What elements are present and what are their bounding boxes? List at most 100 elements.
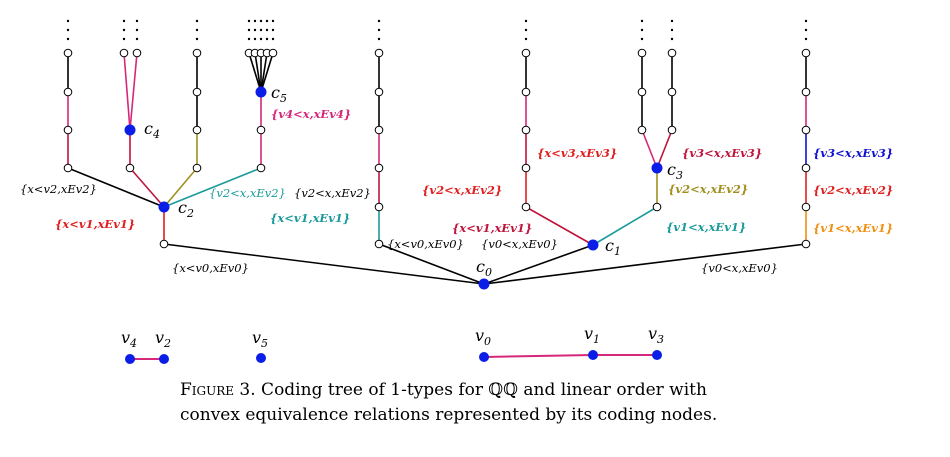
- node-label-c1: c1: [605, 236, 621, 258]
- point-label-v2: v2: [155, 328, 171, 350]
- continuation-dot: [66, 19, 70, 23]
- tree-edge: [129, 167, 165, 208]
- node-label-c0: c0: [476, 257, 492, 279]
- continuation-dot: [265, 37, 269, 41]
- node-label-c2: c2: [178, 198, 194, 220]
- tree-node: [801, 125, 811, 135]
- tree-edge: [641, 129, 658, 169]
- label-v2-lt-x-olive: {v2<x,xEv2}: [668, 182, 748, 196]
- tree-node: [801, 202, 811, 212]
- tree-node: [132, 48, 142, 58]
- tree-node: [192, 48, 202, 58]
- tree-edges: [67, 52, 807, 285]
- node-label-c3: c3: [667, 160, 683, 182]
- tree-edge: [592, 206, 658, 246]
- tree-node: [637, 48, 647, 58]
- tree-node: [268, 48, 278, 58]
- tree-node: [159, 239, 169, 249]
- continuation-dots: [66, 19, 808, 41]
- tree-edge: [248, 52, 262, 93]
- continuation-dot: [271, 28, 275, 32]
- tree-edge: [129, 52, 138, 131]
- tree-node: [63, 125, 73, 135]
- continuation-dot: [524, 28, 528, 32]
- tree-node: [63, 163, 73, 173]
- edge-root-left: [163, 243, 485, 285]
- tree-edge: [163, 167, 198, 208]
- label-x-lt-v0-mid: {x<v0,xEv0}: [387, 237, 464, 251]
- continuation-dot: [377, 19, 381, 23]
- coding-node-c0: [478, 278, 490, 290]
- tree-edge: [260, 52, 274, 93]
- node-label-c5: c5: [271, 83, 287, 105]
- point-label-v1: v1: [584, 324, 600, 346]
- continuation-dot: [804, 28, 808, 32]
- tree-node: [667, 48, 677, 58]
- tree-node: [374, 125, 384, 135]
- tree-node: [374, 87, 384, 97]
- node-label-c4: c4: [144, 119, 160, 141]
- coding-node-c3: [651, 162, 663, 174]
- continuation-dot: [377, 28, 381, 32]
- tree-node: [256, 163, 266, 173]
- tree-node: [667, 125, 677, 135]
- tree-node: [652, 202, 662, 212]
- continuation-dot: [122, 28, 126, 32]
- coding-node-c5: [255, 86, 267, 98]
- tree-edge: [163, 167, 262, 208]
- point-v3: [652, 350, 662, 360]
- label-v4-lt-x: {v4<x,xEv4}: [271, 107, 351, 121]
- tree-edge: [260, 52, 268, 93]
- continuation-dot: [670, 28, 674, 32]
- continuation-dot: [271, 37, 275, 41]
- continuation-dot: [122, 37, 126, 41]
- label-x-lt-v1-crimson: {x<v1,xEv1}: [452, 221, 532, 235]
- continuation-dot: [265, 28, 269, 32]
- coding-node-c4: [124, 124, 136, 136]
- tree-node: [521, 87, 531, 97]
- tree-node: [374, 163, 384, 173]
- continuation-dot: [259, 37, 263, 41]
- caption-line2: convex equivalence relations represented…: [180, 405, 718, 425]
- point-v2: [159, 354, 169, 364]
- tree-node: [801, 87, 811, 97]
- tree-node: [192, 125, 202, 135]
- continuation-dot: [135, 37, 139, 41]
- continuation-dot: [247, 28, 251, 32]
- tree-node: [256, 125, 266, 135]
- tree-node: [637, 87, 647, 97]
- tree-node: [667, 87, 677, 97]
- label-v3-lt-x: {v3<x,xEv3}: [682, 146, 762, 160]
- continuation-dot: [670, 37, 674, 41]
- label-v1-lt-x-teal: {v1<x,xEv1}: [666, 220, 746, 234]
- label-v2-lt-x-teal: {v2<x,xEv2}: [209, 186, 286, 200]
- point-v4: [125, 354, 135, 364]
- continuation-dot: [253, 37, 257, 41]
- caption-line1: Coding tree of 1-types for ℚℚ and linear…: [255, 380, 707, 400]
- continuation-dot: [640, 28, 644, 32]
- coding-node-c2: [158, 201, 170, 213]
- edge-root-midleft: [378, 243, 485, 285]
- label-x-lt-v0-left: {x<v0,xEv0}: [172, 261, 249, 275]
- label-v2-lt-x-black: {v2<x,xEv2}: [294, 186, 371, 200]
- continuation-dot: [247, 37, 251, 41]
- label-v0-lt-x-right: {v0<x,xEv0}: [701, 261, 778, 275]
- continuation-dot: [640, 19, 644, 23]
- tree-node: [521, 163, 531, 173]
- continuation-dot: [122, 19, 126, 23]
- point-v5: [256, 353, 266, 363]
- continuation-dot: [135, 28, 139, 32]
- tree-edge: [123, 52, 131, 131]
- continuation-dot: [524, 19, 528, 23]
- caption-figure-number: Figure 3.: [180, 380, 256, 400]
- continuation-dot: [135, 19, 139, 23]
- tree-node: [125, 163, 135, 173]
- tree-node: [119, 48, 129, 58]
- tree-node: [192, 163, 202, 173]
- point-label-v0: v0: [475, 326, 491, 348]
- tree-node: [521, 202, 531, 212]
- tree-node: [521, 48, 531, 58]
- label-x-lt-v3: {x<v3,xEv3}: [537, 146, 617, 160]
